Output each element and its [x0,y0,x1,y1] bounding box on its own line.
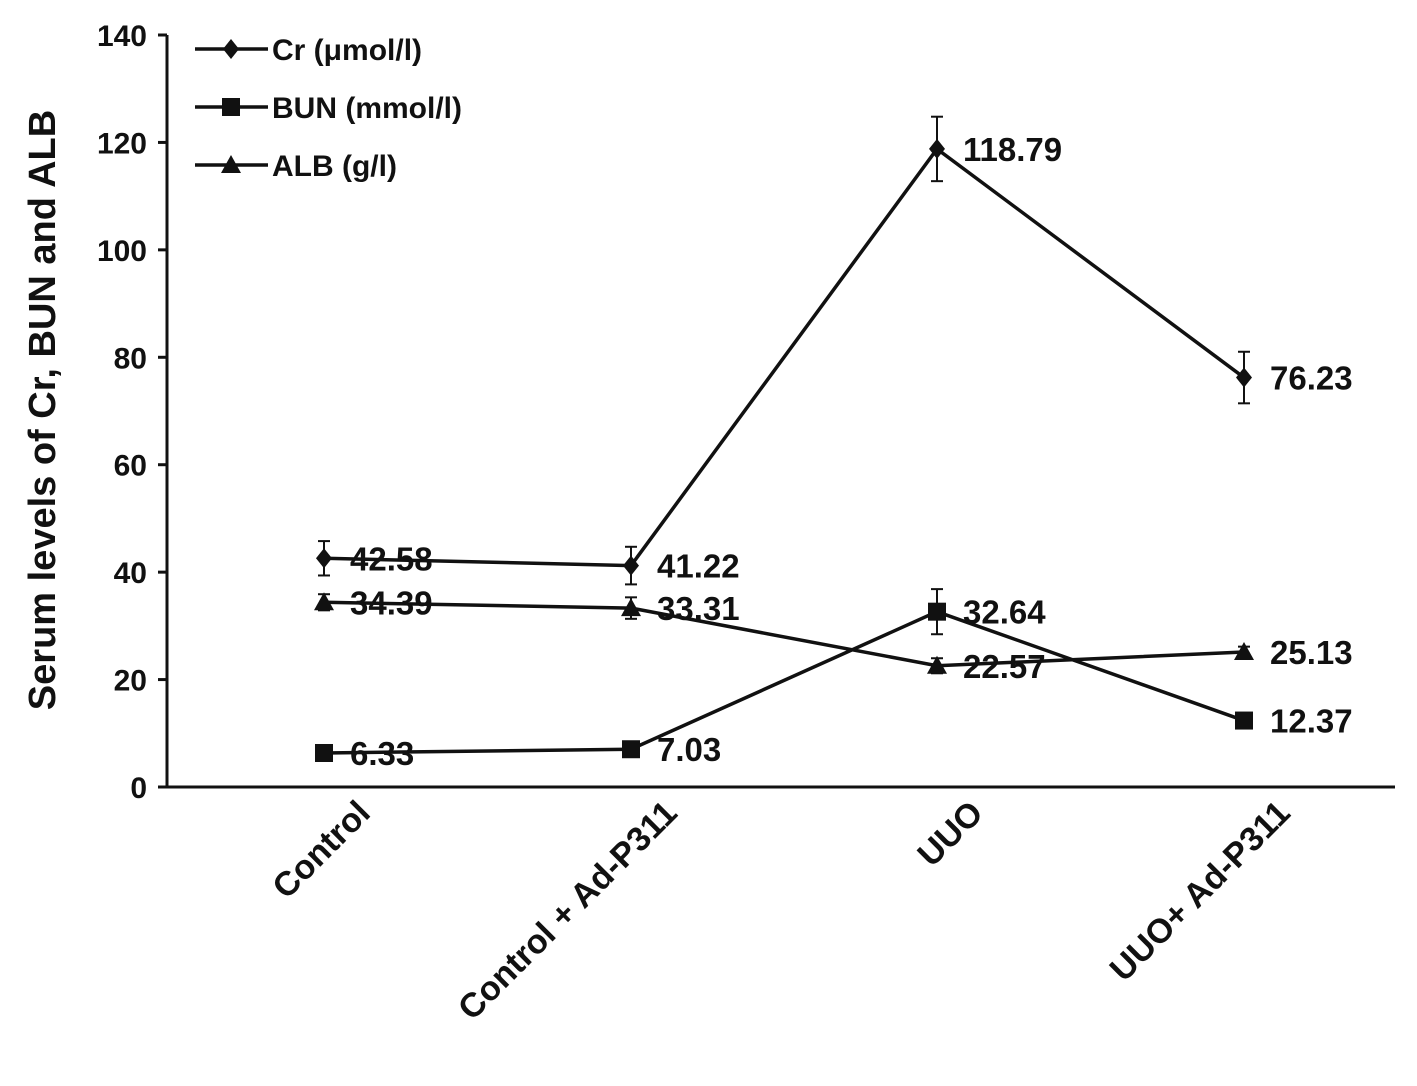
x-category-label: UUO [910,794,990,874]
series-square: 6.33 7.03 32.64 12.37 [315,588,1353,772]
y-tick-label: 140 [97,20,147,53]
data-point [927,655,947,674]
y-tick-label: 60 [114,450,147,483]
x-axis-categories: Control Control + Ad-P311 UUO UUO+ Ad-P311 [265,794,1297,1028]
y-axis-ticks: 0 20 40 60 80 100 120 140 [97,20,167,805]
data-point [316,548,332,569]
y-tick-label: 0 [130,772,147,805]
data-point [1236,367,1252,388]
series-line [323,609,1245,755]
data-point [315,743,333,762]
data-point [1235,711,1253,730]
data-label: 22.57 [963,648,1046,685]
y-tick-label: 100 [97,235,147,268]
series-line [323,146,1246,568]
legend-entry: Cr (μmol/l) [272,34,422,67]
data-label: 41.22 [657,548,740,585]
axes [165,35,1395,789]
y-tick-label: 80 [114,342,147,375]
legend-marker [221,155,241,173]
data-label: 32.64 [963,594,1046,631]
data-point [314,592,334,611]
y-tick-label: 120 [97,127,147,160]
legend-marker [223,39,239,59]
y-tick-label: 20 [114,665,147,698]
series-triangle: 34.39 33.31 22.57 25.13 [314,584,1353,685]
series-group: 42.58 41.22 118.79 76.23 6.33 7.03 32.64 12.37 3… [314,115,1353,772]
y-tick-label: 40 [114,557,147,590]
data-point [621,598,641,617]
data-label: 76.23 [1270,360,1353,397]
data-label: 118.79 [963,131,1062,168]
legend-entry: ALB (g/l) [272,150,397,183]
data-label: 7.03 [657,731,721,768]
data-point [622,740,640,759]
legend-entry: BUN (mmol/l) [272,92,462,125]
data-point [929,138,945,159]
data-label: 34.39 [350,584,433,621]
x-category-label: Control + Ad-P311 [451,794,685,1028]
data-label: 6.33 [350,735,414,772]
data-label: 42.58 [350,540,433,577]
series-line [323,600,1245,668]
y-axis-label: Serum levels of Cr, BUN and ALB [22,110,64,710]
data-label: 33.31 [657,590,740,627]
x-category-label: UUO+ Ad-P311 [1103,794,1298,989]
data-point [623,555,639,576]
series-diamond: 42.58 41.22 118.79 76.23 [316,115,1353,586]
data-point [928,602,946,621]
data-point [1234,642,1254,661]
data-label: 12.37 [1270,703,1353,740]
data-label: 25.13 [1270,634,1353,671]
x-category-label: Control [265,794,377,906]
legend: Cr (μmol/l) BUN (mmol/l) ALB (g/l) [195,34,462,183]
legend-marker [222,98,240,116]
